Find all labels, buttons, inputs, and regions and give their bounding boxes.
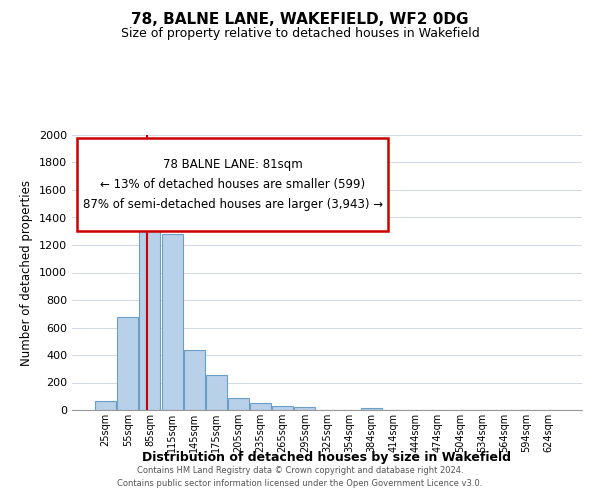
Bar (361, 408, 382, 410)
Y-axis label: Number of detached properties: Number of detached properties (20, 180, 34, 366)
Text: Size of property relative to detached houses in Wakefield: Size of property relative to detached ho… (121, 28, 479, 40)
Bar (161, 234, 182, 410)
Bar (206, 375, 227, 410)
Bar (250, 403, 271, 410)
Text: 78, BALNE LANE, WAKEFIELD, WF2 0DG: 78, BALNE LANE, WAKEFIELD, WF2 0DG (131, 12, 469, 28)
Bar (118, 316, 139, 410)
Bar (228, 398, 249, 410)
Text: Contains HM Land Registry data © Crown copyright and database right 2024.
Contai: Contains HM Land Registry data © Crown c… (118, 466, 482, 487)
FancyBboxPatch shape (77, 138, 388, 231)
Bar (272, 406, 293, 410)
Text: 78 BALNE LANE: 81sqm
← 13% of detached houses are smaller (599)
87% of semi-deta: 78 BALNE LANE: 81sqm ← 13% of detached h… (83, 158, 383, 211)
Bar (184, 350, 205, 410)
Bar (295, 407, 316, 410)
Bar (95, 401, 116, 410)
Bar (139, 185, 160, 410)
Text: Distribution of detached houses by size in Wakefield: Distribution of detached houses by size … (143, 451, 511, 464)
